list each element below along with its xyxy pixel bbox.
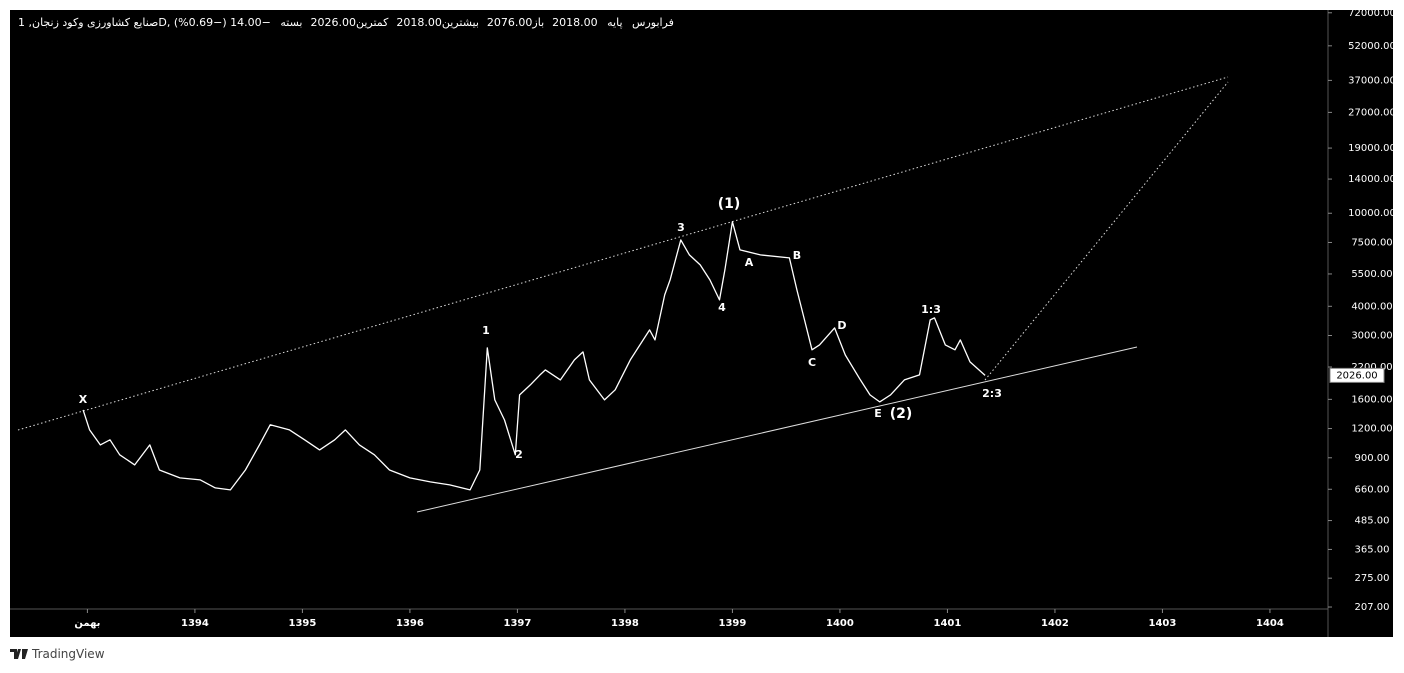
footer: TradingView: [10, 647, 105, 661]
y-tick-label: 10000.00: [1348, 208, 1396, 219]
symbol: صنایع کشاورزی وکود زنجان, 1D, فرابورس: [18, 16, 674, 29]
wave-label: 2: [515, 448, 523, 461]
x-tick-label: بهمن: [74, 618, 100, 629]
x-tick-label: 1395: [288, 618, 316, 629]
y-tick-label: 27000.00: [1348, 107, 1396, 118]
y-tick-label: 72000.00: [1348, 8, 1396, 19]
wave-label: E: [874, 407, 882, 420]
chart: 207.00 275.00 365.00 485.00 660.00 900.00 1200…: [10, 8, 1396, 637]
wave-label: C: [808, 356, 816, 369]
ohlc: 2018.00باز2076.00بیشترین2018.00کمترین202…: [280, 16, 597, 29]
y-tick-label: 4000.00: [1351, 301, 1392, 312]
wave-label: D: [837, 319, 846, 332]
y-tick-label: 485.00: [1355, 516, 1390, 527]
y-tick-label: 207.00: [1355, 602, 1390, 613]
last-price-box: [1329, 367, 1385, 383]
x-tick-label: 1401: [934, 618, 962, 629]
x-tick-label: 1398: [611, 618, 639, 629]
ohlc-value: 2018.00: [396, 16, 442, 29]
wave-label: B: [793, 249, 801, 262]
y-tick-label: 3000.00: [1351, 331, 1392, 342]
y-tick-label: 900.00: [1355, 453, 1390, 464]
x-tick-label: 1399: [719, 618, 747, 629]
y-tick-label: 19000.00: [1348, 143, 1396, 154]
x-tick-label: 1402: [1041, 618, 1069, 629]
y-tick-label: 2200.00: [1351, 362, 1392, 373]
x-tick-label: 1404: [1256, 618, 1284, 629]
ohlc-value: 2026.00: [310, 16, 356, 29]
ohlc-value: 2076.00: [486, 16, 533, 29]
y-tick-label: 14000.00: [1348, 174, 1396, 185]
wave-label: 1: [482, 324, 490, 337]
price-line: [82, 221, 986, 491]
chart-background: [10, 10, 1393, 637]
wave-label: 2:3: [982, 387, 1002, 400]
ohlc-label: کمترین: [355, 16, 389, 29]
change: −14.00 (−0.69%): [173, 16, 271, 29]
wave-label: 3: [677, 221, 685, 234]
projection-line: [984, 81, 1229, 381]
market: پایه: [607, 16, 623, 29]
wave-label: 1:3: [921, 303, 941, 316]
x-tick-label: 1400: [826, 618, 854, 629]
y-tick-label: 660.00: [1355, 484, 1390, 495]
ohlc-value: 2018.00: [552, 16, 598, 29]
wave-label: X: [79, 393, 88, 406]
last-price-label: 2026.00: [1336, 370, 1377, 381]
y-tick-label: 5500.00: [1351, 269, 1392, 280]
x-tick-label: 1403: [1149, 618, 1177, 629]
y-tick-label: 275.00: [1355, 573, 1390, 584]
y-tick-label: 7500.00: [1351, 237, 1392, 248]
wave-label: A: [745, 256, 754, 269]
y-tick-label: 365.00: [1355, 544, 1390, 555]
y-tick-label: 37000.00: [1348, 75, 1396, 86]
brand: TradingView: [32, 647, 105, 661]
chart-header: صنایع کشاورزی وکود زنجان, 1D, فرابورس پا…: [18, 16, 680, 29]
x-tick-label: 1394: [181, 618, 209, 629]
ohlc-label: بسته: [280, 16, 303, 29]
y-tick-label: 1600.00: [1351, 394, 1392, 405]
y-tick-label: 1200.00: [1351, 424, 1392, 435]
x-tick-label: 1396: [396, 618, 424, 629]
wave-label: (2): [890, 406, 913, 422]
y-tick-label: 52000.00: [1348, 41, 1396, 52]
lower-trendline: [416, 346, 1138, 513]
logo: [10, 649, 28, 659]
wave-label: 4: [718, 301, 726, 314]
ohlc-label: باز: [532, 16, 545, 29]
ohlc-label: بیشترین: [441, 16, 479, 29]
x-tick-label: 1397: [503, 618, 531, 629]
wave-label: (1): [718, 196, 741, 212]
